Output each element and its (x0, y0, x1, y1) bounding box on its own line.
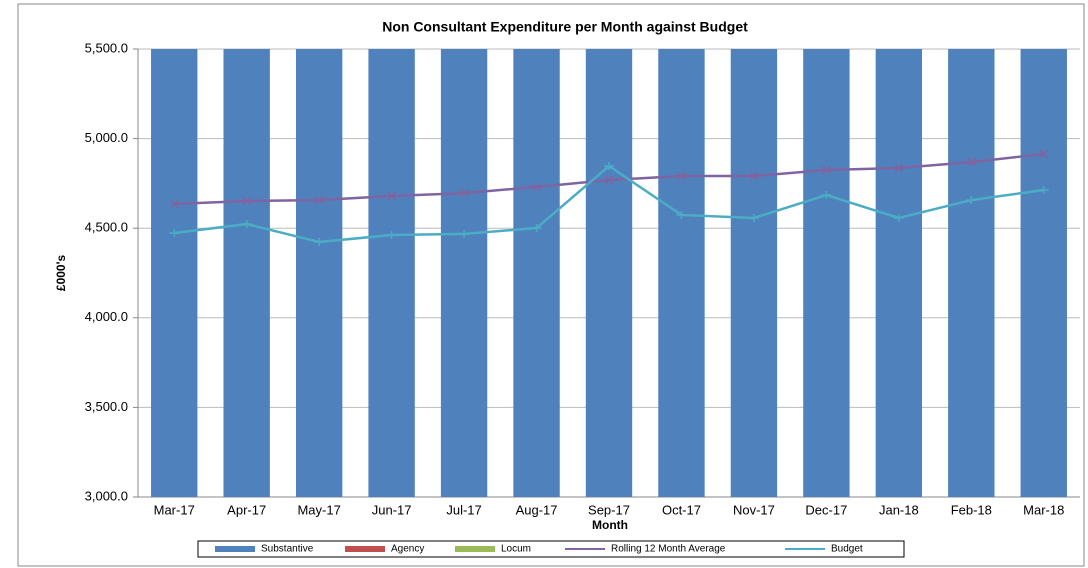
x-tick-label: Mar-18 (1023, 502, 1064, 517)
legend-label: Agency (391, 544, 424, 555)
legend-box (197, 540, 905, 558)
x-tick-label: Dec-17 (805, 502, 847, 517)
marker (532, 182, 542, 192)
y-tick-label: 3,500.0 (85, 399, 128, 414)
x-tick-label: Sep-17 (588, 502, 630, 517)
marker (459, 229, 470, 238)
bar-segment (875, 49, 923, 497)
marker (894, 163, 904, 173)
x-tick-label: Apr-17 (227, 502, 266, 517)
marker (531, 224, 542, 233)
marker (169, 199, 179, 209)
x-axis-title: Month (592, 518, 628, 532)
marker (821, 191, 832, 200)
y-tick-label: 3,000.0 (85, 488, 128, 503)
marker (387, 191, 397, 201)
x-tick-label: Aug-17 (516, 502, 558, 517)
x-tick-label: Jun-17 (372, 502, 412, 517)
marker (242, 196, 252, 206)
bar-segment (948, 49, 995, 497)
marker (1038, 186, 1049, 195)
bar-segment (223, 49, 270, 497)
marker (241, 220, 252, 229)
bar-segment (658, 49, 705, 497)
marker (604, 162, 614, 171)
marker (314, 237, 325, 246)
bar-segment (803, 49, 850, 497)
marker (676, 210, 687, 219)
bar-segment (1020, 49, 1067, 497)
y-tick-label: 5,500.0 (85, 40, 128, 55)
marker (821, 165, 831, 175)
x-tick-label: Jan-18 (879, 502, 919, 517)
bar-segment (585, 49, 633, 497)
marker (314, 195, 324, 205)
marker (459, 188, 469, 198)
marker (169, 229, 180, 238)
x-tick-label: Jul-17 (446, 502, 481, 517)
x-tick-label: May-17 (297, 502, 340, 517)
marker (966, 157, 976, 167)
marker (749, 171, 759, 181)
marker (966, 196, 977, 205)
x-tick-label: Nov-17 (733, 502, 775, 517)
marker (748, 213, 759, 222)
legend-label: Rolling 12 Month Average (611, 544, 726, 555)
marker (604, 175, 614, 185)
x-tick-label: Oct-17 (662, 502, 701, 517)
chart-title: Non Consultant Expenditure per Month aga… (382, 19, 748, 35)
y-tick-label: 4,000.0 (85, 309, 128, 324)
bar-segment (440, 49, 488, 497)
legend-label: Locum (501, 544, 531, 555)
marker (386, 231, 397, 240)
y-tick-label: 4,500.0 (85, 220, 128, 235)
legend-label: Substantive (261, 544, 314, 555)
bar-segment (513, 49, 560, 497)
bar-segment (368, 49, 415, 497)
marker (893, 213, 904, 222)
marker (676, 171, 686, 181)
bar-segment (730, 49, 778, 497)
marker (1039, 149, 1049, 159)
x-tick-label: Mar-17 (154, 502, 195, 517)
bar-segment (295, 49, 343, 497)
bar-segment (151, 49, 198, 497)
legend-label: Budget (831, 544, 863, 555)
x-tick-label: Feb-18 (951, 502, 992, 517)
y-axis-title: £000's (54, 255, 68, 292)
y-tick-label: 5,000.0 (85, 130, 128, 145)
